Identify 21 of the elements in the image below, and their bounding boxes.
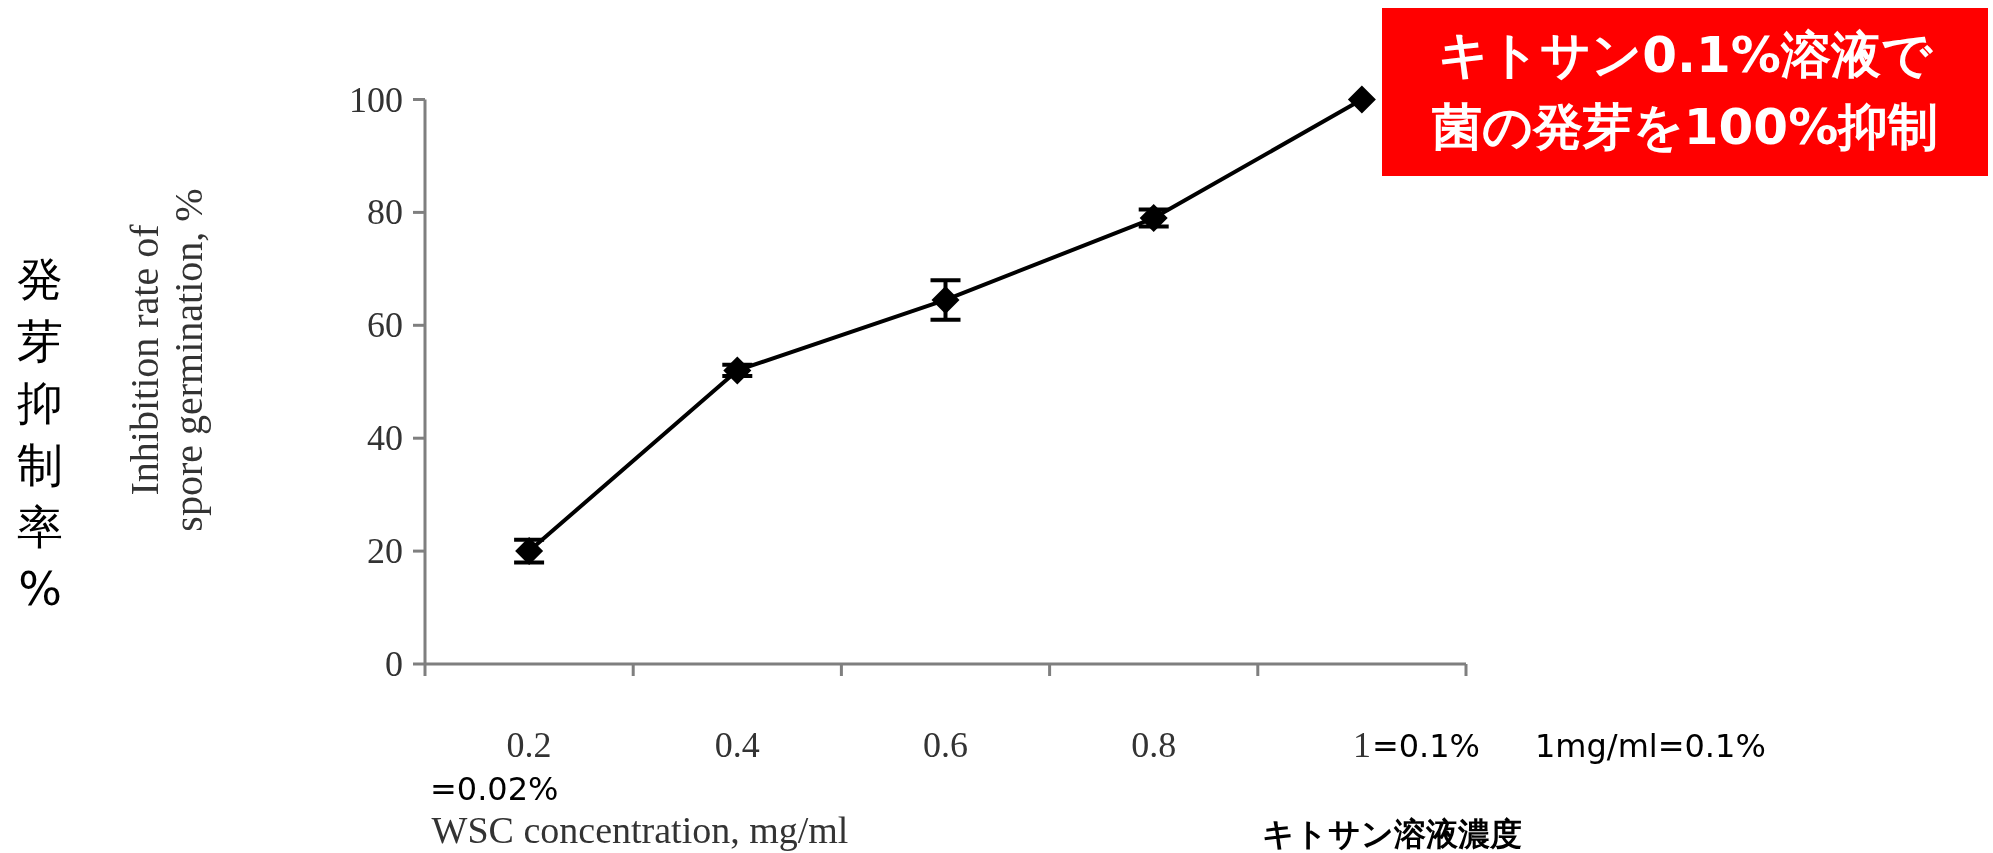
x-tick-label: 0.6 [923,725,968,765]
text: キトサン0.1%溶液で [1438,26,1933,84]
y-tick-label: 100 [349,79,403,120]
y-tick-label: 0 [385,644,403,684]
text: =0.1% [1371,727,1481,765]
annotation: 菌の発芽を100%抑制 [1430,98,1939,156]
x-tick-label: 0.4 [714,725,760,765]
x-tick-label: 0.8 [1131,725,1177,765]
text: =0.02% [430,770,559,808]
y-tick-label: 60 [367,305,403,346]
x-tick-label: 1 [1352,725,1371,765]
y-tick-label: 80 [367,192,403,233]
text: 1mg/ml=0.1% [1535,727,1766,765]
x-axis-title: WSC concentration, mg/ml [431,809,849,851]
text: 発芽抑制率% [17,252,63,616]
point [1347,85,1376,114]
text: キトサン溶液濃度 [1262,815,1522,853]
y-tick-label: 40 [367,418,403,459]
x-tick-label: 0.2 [506,725,552,765]
y-axis-title: Inhibition rate of spore germination, % [122,188,211,532]
y-tick-label: 20 [367,531,403,572]
